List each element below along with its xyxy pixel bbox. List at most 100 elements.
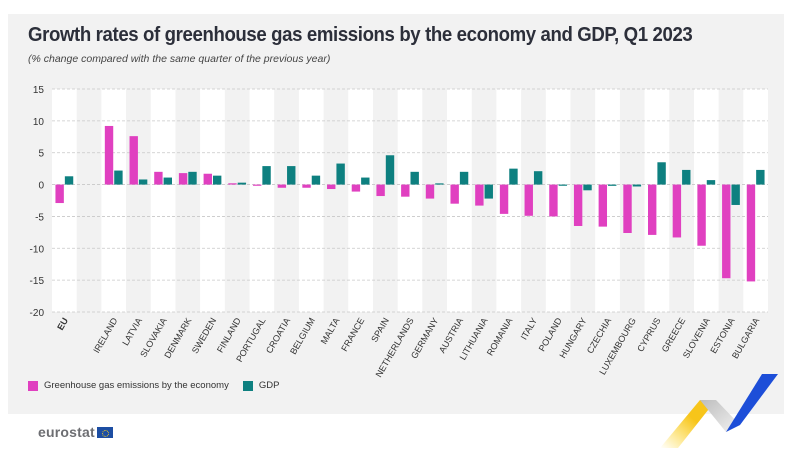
y-tick-label: -5 — [35, 212, 44, 223]
bar-gdp-slovenia — [706, 180, 716, 185]
legend-swatch-gdp — [242, 380, 253, 391]
bar-ghg-hungary — [573, 184, 583, 226]
column-band — [348, 89, 373, 312]
bar-ghg-cyprus — [648, 184, 657, 235]
bar-ghg-spain — [376, 184, 385, 197]
y-tick-label: 5 — [38, 149, 44, 160]
legend: Greenhouse gas emissions by the economy … — [28, 380, 293, 391]
bar-gdp-czechia — [608, 184, 617, 186]
bar-gdp-luxembourg — [632, 184, 642, 187]
bar-ghg-austria — [450, 184, 459, 204]
bar-gdp-cyprus — [657, 162, 666, 185]
y-tick-label: -20 — [30, 308, 45, 319]
bar-ghg-lithuania — [475, 184, 484, 206]
bar-gdp-latvia — [138, 179, 148, 185]
x-tick-label: ROMANIA — [485, 316, 515, 357]
bar-ghg-slovenia — [697, 184, 706, 246]
bars — [55, 125, 765, 282]
bar-gdp-austria — [459, 171, 469, 185]
bar-gdp-finland — [237, 182, 247, 185]
bar-gdp-belgium — [311, 175, 321, 185]
legend-item-gdp: GDP — [242, 380, 280, 391]
x-tick-label: EU — [55, 316, 70, 332]
x-tick-label: CYPRUS — [635, 316, 662, 353]
bar-ghg-finland — [228, 183, 237, 185]
bar-ghg-poland — [549, 184, 558, 217]
column-band — [298, 89, 324, 312]
bar-ghg-sweden — [203, 173, 212, 185]
bar-ghg-malta — [327, 184, 336, 190]
bar-ghg-belgium — [302, 184, 311, 188]
column-band — [101, 89, 127, 312]
bar-gdp-romania — [509, 168, 518, 185]
decorative-ribbon-icon — [660, 374, 778, 448]
x-tick-label: MALTA — [319, 316, 342, 346]
bar-gdp-greece — [682, 169, 691, 185]
x-tick-label: LATVIA — [120, 316, 144, 347]
bar-ghg-latvia — [129, 136, 138, 185]
y-tick-label: 10 — [33, 117, 45, 128]
bar-ghg-eu — [55, 184, 64, 204]
bar-ghg-ireland — [104, 125, 114, 185]
bar-gdp-bulgaria — [756, 169, 765, 185]
x-tick-label: AUSTRIA — [437, 316, 465, 355]
column-band — [200, 89, 225, 312]
bar-ghg-estonia — [722, 184, 731, 279]
bar-ghg-bulgaria — [746, 184, 756, 282]
bar-gdp-spain — [385, 155, 395, 185]
x-tick-label: IRELAND — [91, 316, 119, 355]
bar-gdp-portugal — [262, 166, 271, 185]
column-band — [397, 89, 423, 312]
legend-item-ghg: Greenhouse gas emissions by the economy — [28, 380, 229, 391]
y-tick-label: 15 — [33, 85, 45, 96]
y-tick-label: -10 — [30, 244, 45, 255]
bar-gdp-hungary — [583, 184, 592, 191]
y-tick-label: -15 — [30, 276, 45, 287]
legend-label-ghg: Greenhouse gas emissions by the economy — [44, 380, 229, 391]
bar-gdp-ireland — [114, 170, 123, 185]
x-tick-label: SPAIN — [369, 316, 391, 344]
x-tick-label: ITALY — [519, 316, 540, 342]
bar-gdp-italy — [533, 171, 543, 185]
eurostat-logo: eurostat — [38, 424, 113, 440]
bar-gdp-germany — [435, 183, 444, 185]
chart-title: Growth rates of greenhouse gas emissions… — [28, 24, 693, 46]
bar-ghg-czechia — [598, 184, 608, 227]
bar-gdp-estonia — [731, 184, 740, 205]
legend-label-gdp: GDP — [258, 380, 280, 391]
bar-gdp-croatia — [287, 166, 296, 185]
bar-gdp-sweden — [212, 175, 222, 185]
bar-ghg-portugal — [252, 184, 262, 186]
legend-swatch-ghg — [28, 380, 38, 391]
bar-ghg-denmark — [178, 173, 188, 185]
bar-ghg-greece — [672, 184, 682, 238]
x-tick-label: POLAND — [537, 316, 564, 353]
x-tick-label: FINLAND — [215, 316, 243, 355]
x-tick-label: BELGIUM — [288, 316, 317, 356]
bar-gdp-denmark — [188, 171, 197, 185]
bar-gdp-france — [361, 177, 370, 185]
bar-ghg-luxembourg — [623, 184, 632, 233]
y-axis-ticks: 15 10 5 0 -5 -10 -15 -20 — [30, 85, 45, 319]
bar-gdp-malta — [336, 163, 345, 185]
bar-gdp-netherlands — [410, 171, 419, 185]
bar-ghg-romania — [499, 184, 509, 214]
bar-gdp-slovakia — [163, 177, 172, 185]
column-bands — [52, 89, 768, 312]
bar-ghg-croatia — [277, 184, 287, 188]
x-tick-label: GREECE — [660, 316, 688, 354]
bar-gdp-eu — [64, 176, 74, 185]
x-tick-label: FRANCE — [339, 316, 366, 353]
column-band — [150, 89, 176, 312]
bar-ghg-france — [351, 184, 361, 192]
bar-ghg-netherlands — [401, 184, 410, 197]
chart-subtitle: (% change compared with the same quarter… — [28, 53, 331, 65]
bar-ghg-slovakia — [154, 171, 163, 185]
column-band — [249, 89, 275, 312]
bar-gdp-lithuania — [484, 184, 493, 199]
logo-text: eurostat — [38, 424, 95, 440]
bar-ghg-italy — [524, 184, 533, 216]
bar-gdp-poland — [558, 184, 568, 186]
bar-ghg-germany — [425, 184, 435, 199]
